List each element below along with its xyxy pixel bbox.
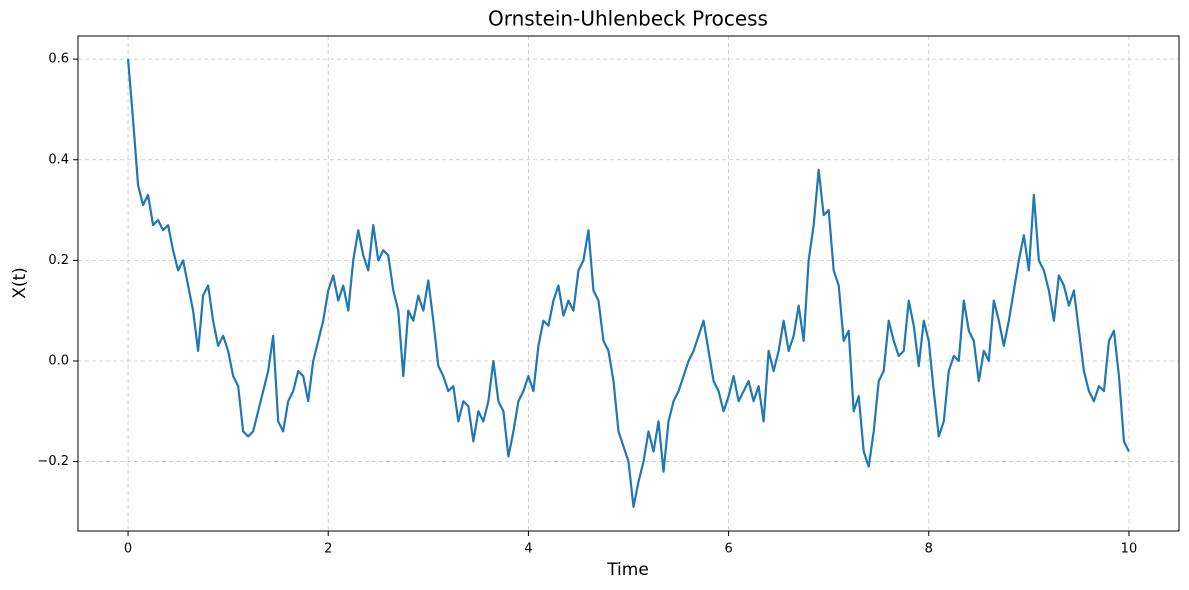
x-tick-label: 2 xyxy=(324,542,332,557)
x-tick-label: 10 xyxy=(1121,542,1138,557)
y-tick-label: 0.0 xyxy=(48,353,69,368)
x-tick-label: 8 xyxy=(925,542,933,557)
x-tick-label: 6 xyxy=(724,542,732,557)
data-line xyxy=(126,59,1130,508)
y-tick-label: −0.2 xyxy=(37,454,69,469)
x-tick-label: 4 xyxy=(524,542,532,557)
x-axis-label: Time xyxy=(606,560,649,580)
y-axis-label: X(t) xyxy=(10,267,30,299)
y-tick-label: 0.6 xyxy=(48,52,69,67)
y-tick-label: 0.4 xyxy=(48,152,69,167)
y-tick-label: 0.2 xyxy=(48,253,69,268)
x-tick-label: 0 xyxy=(124,542,132,557)
chart-title: Ornstein-Uhlenbeck Process xyxy=(488,7,768,31)
plot-frame xyxy=(77,35,1180,532)
